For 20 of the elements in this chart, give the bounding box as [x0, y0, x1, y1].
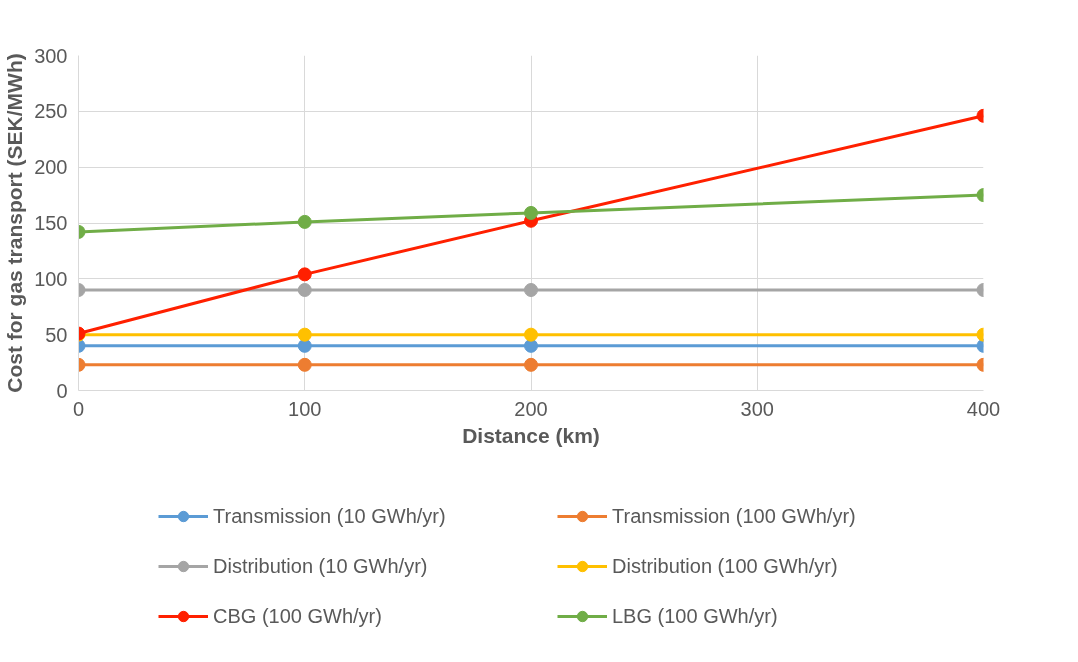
y-tick-label: 100	[34, 267, 68, 290]
y-tick-label: 250	[34, 100, 68, 123]
x-tick-label: 100	[288, 397, 322, 420]
legend-label: Distribution (100 GWh/yr)	[612, 553, 839, 579]
x-axis-title: Distance (km)	[462, 423, 600, 447]
legend-label: LBG (100 GWh/yr)	[612, 603, 779, 629]
legend-label: Transmission (100 GWh/yr)	[612, 503, 857, 529]
y-tick-label: 150	[34, 212, 68, 234]
y-tick-label: 200	[34, 156, 68, 179]
y-tick-label: 0	[56, 379, 68, 402]
x-tick-label: 0	[72, 397, 85, 420]
x-tick-label: 400	[966, 397, 1001, 420]
x-tick-label: 300	[740, 397, 774, 420]
legend-label: Distribution (10 GWh/yr)	[213, 553, 429, 579]
legend-label: Transmission (10 GWh/yr)	[213, 503, 447, 529]
y-axis-title: Cost for gas transport (SEK/MWh)	[3, 53, 27, 393]
y-tick-label: 50	[45, 323, 68, 346]
x-tick-label: 200	[514, 397, 548, 420]
legend-label: CBG (100 GWh/yr)	[213, 603, 383, 629]
y-tick-label: 300	[34, 44, 68, 67]
